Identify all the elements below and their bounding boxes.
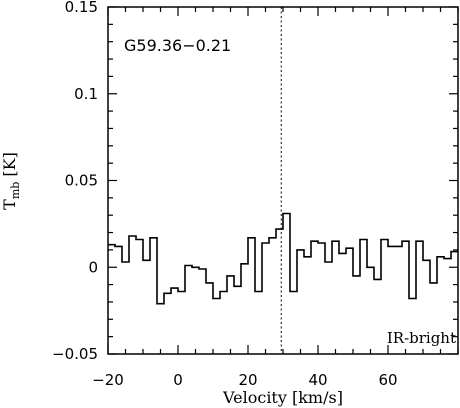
x-axis-ticks: −20 0 20 40 60 xyxy=(92,7,459,389)
source-label: G59.36−0.21 xyxy=(124,36,231,55)
plot-area: −20 0 20 40 60 −0.05 0 0.05 0.1 0.15 xyxy=(52,0,459,389)
y-axis-title-unit: [K] xyxy=(0,152,19,182)
plot-frame xyxy=(107,6,459,355)
x-tick-label: 0 xyxy=(173,371,183,389)
y-axis-title-subscript: mb xyxy=(9,182,22,199)
y-tick-label: 0.05 xyxy=(65,172,98,190)
x-axis-title: Velocity [km/s] xyxy=(222,388,343,407)
x-tick-label: 60 xyxy=(378,371,397,389)
y-axis-title-main: T xyxy=(0,199,19,210)
y-tick-label: 0.15 xyxy=(65,0,98,16)
y-tick-label: 0.1 xyxy=(74,85,98,103)
x-tick-label: 40 xyxy=(308,371,327,389)
spectrum-step-line xyxy=(108,212,458,305)
corner-label: IR-bright xyxy=(387,329,456,347)
y-tick-label: −0.05 xyxy=(52,345,98,363)
x-tick-label: −20 xyxy=(92,371,124,389)
x-tick-label: 20 xyxy=(238,371,257,389)
y-axis-ticks: −0.05 0 0.05 0.1 0.15 xyxy=(52,0,458,363)
y-tick-label: 0 xyxy=(88,258,98,276)
y-axis-title: Tmb [K] xyxy=(0,152,22,210)
